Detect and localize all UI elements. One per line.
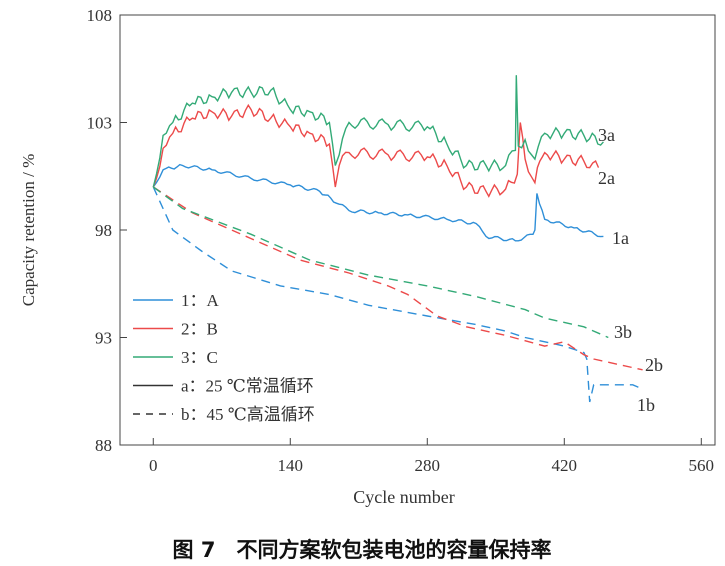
series-line-3a (152, 75, 604, 188)
series-label-2a: 2a (598, 168, 615, 188)
series-label-2b: 2b (645, 355, 663, 375)
series-line-2a (152, 103, 600, 198)
legend-label: 1：A (181, 291, 219, 310)
legend-label: 2：B (181, 320, 218, 339)
series-line-3b (152, 186, 609, 339)
x-tick-label: 560 (689, 456, 715, 475)
y-tick-label: 93 (95, 329, 112, 348)
x-tick-label: 0 (149, 456, 158, 475)
y-tick-label: 98 (95, 221, 112, 240)
series-line-1a (152, 163, 604, 242)
figure-caption: 图 7 不同方案软包装电池的容量保持率 (173, 538, 552, 562)
series-label-1b: 1b (637, 395, 655, 415)
y-tick-label: 88 (95, 436, 112, 455)
legend-label: a：25 ℃常温循环 (181, 377, 314, 396)
x-tick-label: 140 (278, 456, 304, 475)
x-axis-label: Cycle number (353, 487, 454, 507)
series-line-1b (152, 186, 643, 403)
series-label-3a: 3a (598, 125, 615, 145)
y-axis-label: Capacity retention / % (19, 154, 38, 306)
x-tick-label: 280 (415, 456, 441, 475)
series-line-2b (152, 186, 643, 371)
series-label-3b: 3b (614, 322, 632, 342)
y-tick-label: 108 (87, 6, 113, 25)
x-tick-label: 420 (552, 456, 578, 475)
y-tick-label: 103 (87, 114, 113, 133)
series-label-1a: 1a (612, 228, 629, 248)
legend-label: 3：C (181, 348, 218, 367)
legend-label: b：45 ℃高温循环 (181, 405, 315, 424)
